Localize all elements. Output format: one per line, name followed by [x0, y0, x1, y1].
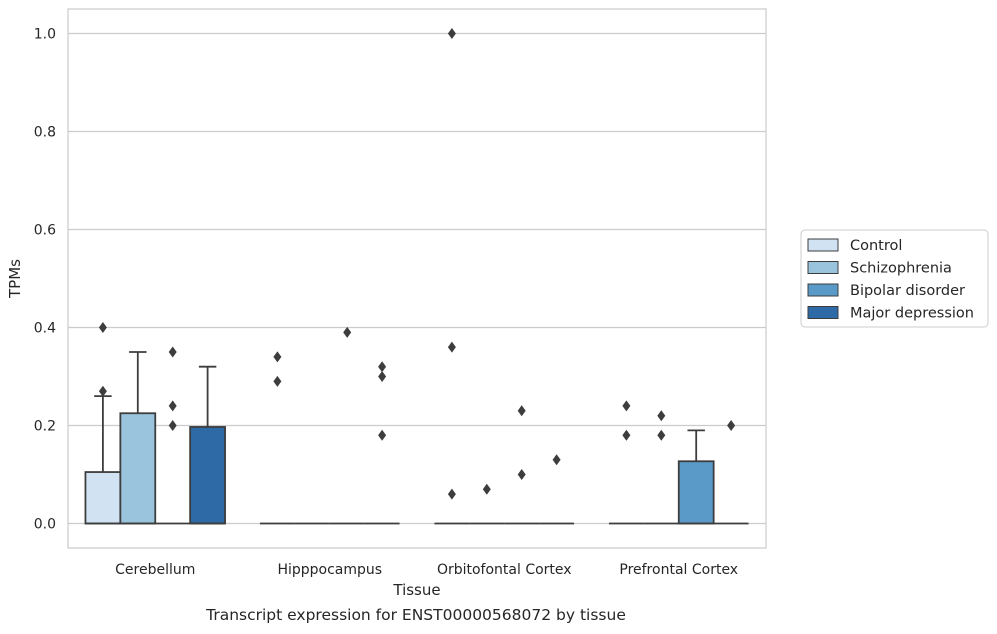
- y-tick-label: 0.4: [34, 321, 56, 337]
- outlier-point: [168, 420, 177, 431]
- grid-lines: [68, 32, 766, 525]
- outlier-point: [727, 420, 736, 431]
- outlier-point: [98, 385, 107, 397]
- outlier-point: [517, 405, 526, 417]
- x-tick-label: Prefrontal Cortex: [619, 562, 738, 578]
- outlier-point: [447, 341, 456, 353]
- outlier-point: [168, 346, 177, 358]
- outlier-point: [98, 322, 107, 333]
- legend-frame: [800, 229, 989, 328]
- outlier-point: [552, 454, 561, 466]
- legend-item: Bipolar disorder: [807, 283, 965, 299]
- legend: Control Schizophrenia Bipolar disorder Majo…: [800, 229, 989, 328]
- legend-label: Bipolar disorder: [850, 283, 965, 299]
- outlier-point: [343, 326, 352, 338]
- box-rect: [189, 426, 226, 525]
- figure-caption: Transcript expression for ENST0000056807…: [206, 606, 626, 624]
- outlier-point: [273, 375, 282, 387]
- box-3-2: [677, 429, 715, 525]
- legend-swatch: [807, 238, 839, 252]
- x-tick-label: Cerebellum: [115, 562, 195, 578]
- x-axis-ticks: Cerebellum Hipppocampus Orbitofontal Corte…: [115, 562, 738, 578]
- box-rect: [119, 412, 157, 525]
- plot-area-frame: [67, 8, 767, 549]
- legend-label: Major depression: [850, 306, 974, 322]
- outlier-point: [482, 483, 491, 495]
- box-0-0: [84, 395, 122, 525]
- boxes: [84, 351, 749, 525]
- outlier-point: [378, 361, 387, 373]
- outlier-point: [657, 429, 666, 441]
- box-0-3: [189, 365, 226, 525]
- outlier-point: [378, 371, 387, 382]
- box-0-1: [119, 351, 157, 525]
- x-tick-label: Hipppocampus: [277, 562, 382, 578]
- outlier-point: [622, 400, 631, 412]
- y-tick-label: 0.2: [34, 419, 56, 435]
- y-tick-label: 0.0: [34, 517, 56, 533]
- outlier-point: [378, 429, 387, 441]
- outlier-point: [657, 410, 666, 422]
- outlier-point: [622, 429, 631, 441]
- outlier-point: [168, 400, 177, 412]
- legend-item: Schizophrenia: [807, 261, 952, 277]
- legend-label: Control: [850, 238, 902, 254]
- outliers: [98, 28, 736, 500]
- y-tick-label: 1.0: [34, 27, 56, 43]
- y-tick-label: 0.8: [34, 125, 56, 141]
- legend-item: Major depression: [807, 306, 974, 322]
- outlier-point: [447, 488, 456, 500]
- legend-swatch: [807, 283, 839, 297]
- legend-swatch: [807, 261, 839, 274]
- outlier-point: [273, 351, 282, 363]
- y-axis-label: TPMs: [6, 259, 24, 299]
- legend-swatch: [807, 306, 839, 319]
- box-rect: [84, 471, 122, 525]
- y-tick-label: 0.6: [34, 223, 56, 239]
- box-rect: [677, 460, 715, 525]
- y-axis-ticks: 0.0 0.2 0.4 0.6 0.8 1.0: [34, 27, 56, 533]
- x-tick-label: Orbitofontal Cortex: [437, 562, 572, 578]
- legend-item: Control: [807, 238, 902, 254]
- legend-label: Schizophrenia: [850, 261, 952, 277]
- outlier-point: [447, 28, 456, 39]
- outlier-point: [517, 469, 526, 480]
- x-axis-label: Tissue: [392, 581, 440, 599]
